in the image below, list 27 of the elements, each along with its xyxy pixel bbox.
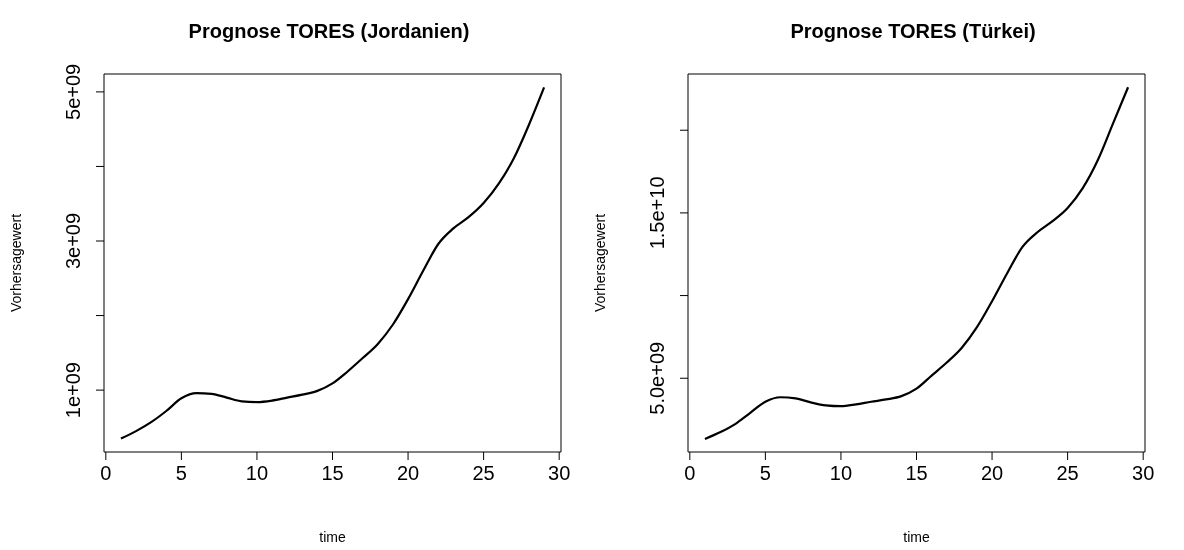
x-tick-label: 5 [759,462,771,485]
y-tick-label: 1e+09 [62,362,84,419]
x-tick-label: 20 [980,462,1004,485]
line-series [703,86,1130,441]
chart-title: Prognose TORES (Türkei) [789,20,1037,43]
y-tick-label: 5.0e+09 [646,341,668,415]
y-tick-label: 5e+09 [62,63,84,120]
x-tick-label: 30 [548,462,571,485]
x-tick-label: 25 [472,462,495,485]
x-tick-label: 25 [1056,462,1079,485]
x-tick-label: 10 [829,462,853,485]
x-tick-label: 0 [100,462,112,485]
x-tick-label: 15 [905,462,928,485]
x-tick-label: 20 [396,462,420,485]
chart-title: Prognose TORES (Jordanien) [187,20,471,43]
x-tick-label: 5 [175,462,187,485]
y-axis-title: Vorhersagewert [7,213,24,313]
y-tick-label: 3e+09 [62,212,84,270]
x-axis-title: time [903,529,930,545]
y-axis-title: Vorhersagewert [591,213,608,313]
x-tick-label: 30 [1132,462,1155,485]
y-tick-label: 1.5e+10 [646,176,668,250]
x-tick-label: 0 [684,462,696,485]
x-axis-title: time [319,529,346,545]
line-series [119,86,546,440]
x-tick-label: 15 [321,462,344,485]
x-tick-label: 10 [245,462,269,485]
